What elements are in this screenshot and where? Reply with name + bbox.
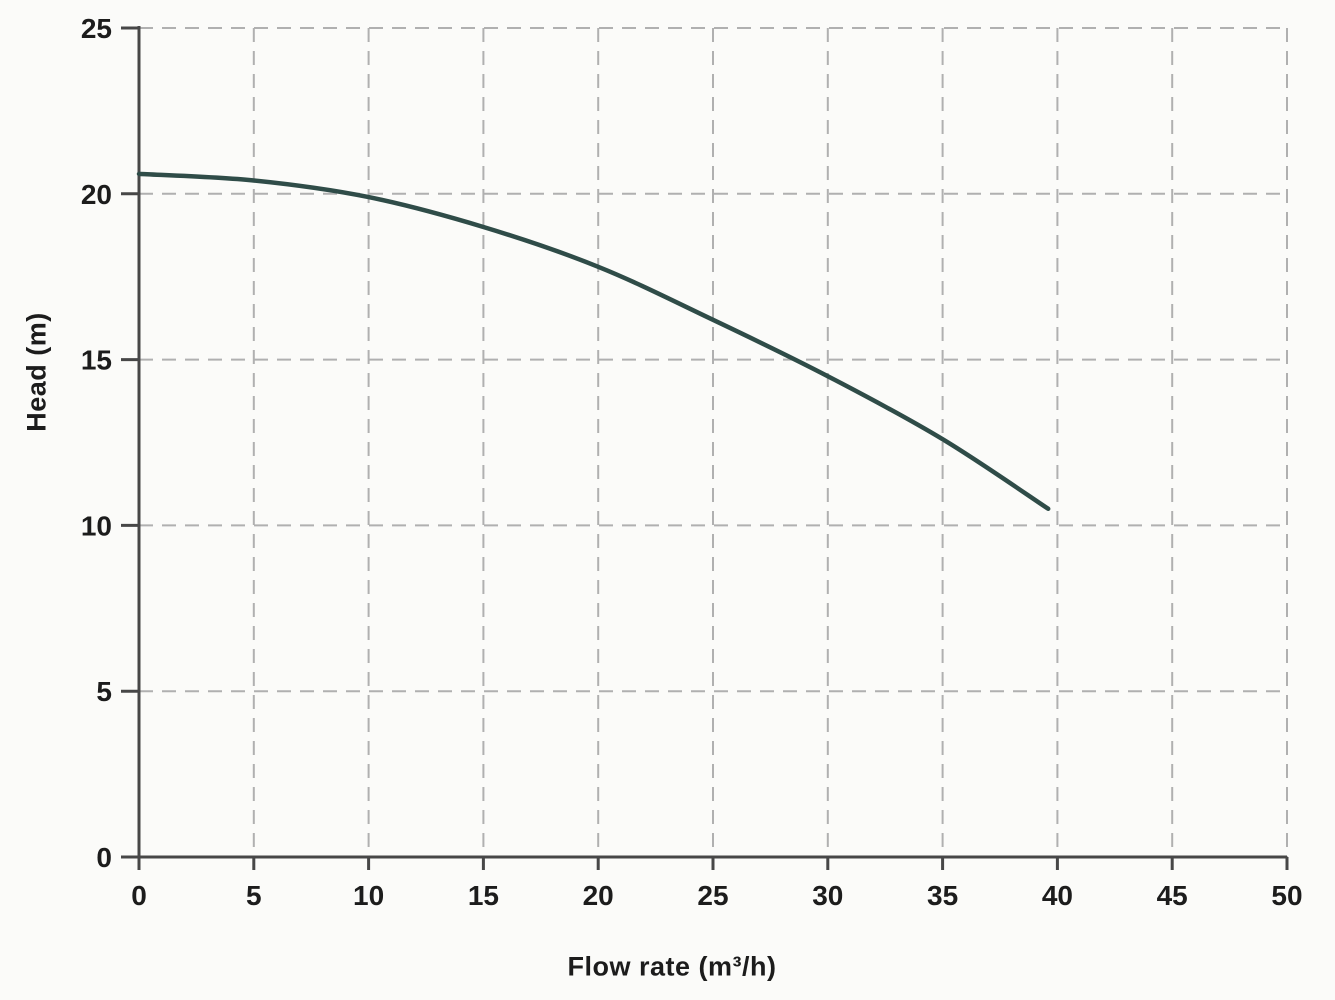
x-tick-label: 45: [1157, 880, 1188, 911]
x-tick-label: 20: [583, 880, 614, 911]
x-tick-label: 40: [1042, 880, 1073, 911]
x-tick-label: 10: [353, 880, 384, 911]
x-tick-label: 50: [1271, 880, 1302, 911]
x-tick-label: 30: [812, 880, 843, 911]
y-tick-label: 15: [81, 345, 112, 376]
y-tick-label: 10: [81, 510, 112, 541]
x-axis-title: Flow rate (m³/h): [567, 951, 777, 982]
x-tick-label: 0: [131, 880, 147, 911]
y-axis-title: Head (m): [21, 312, 52, 432]
pump-curve-line: [136, 171, 1051, 512]
y-tick-label: 0: [96, 842, 112, 873]
x-tick-label: 25: [697, 880, 728, 911]
y-tick-label: 20: [81, 179, 112, 210]
y-tick-label: 25: [81, 13, 112, 44]
x-tick-label: 5: [246, 880, 262, 911]
y-tick-label: 5: [96, 676, 112, 707]
x-tick-label: 15: [468, 880, 499, 911]
x-tick-label: 35: [927, 880, 958, 911]
